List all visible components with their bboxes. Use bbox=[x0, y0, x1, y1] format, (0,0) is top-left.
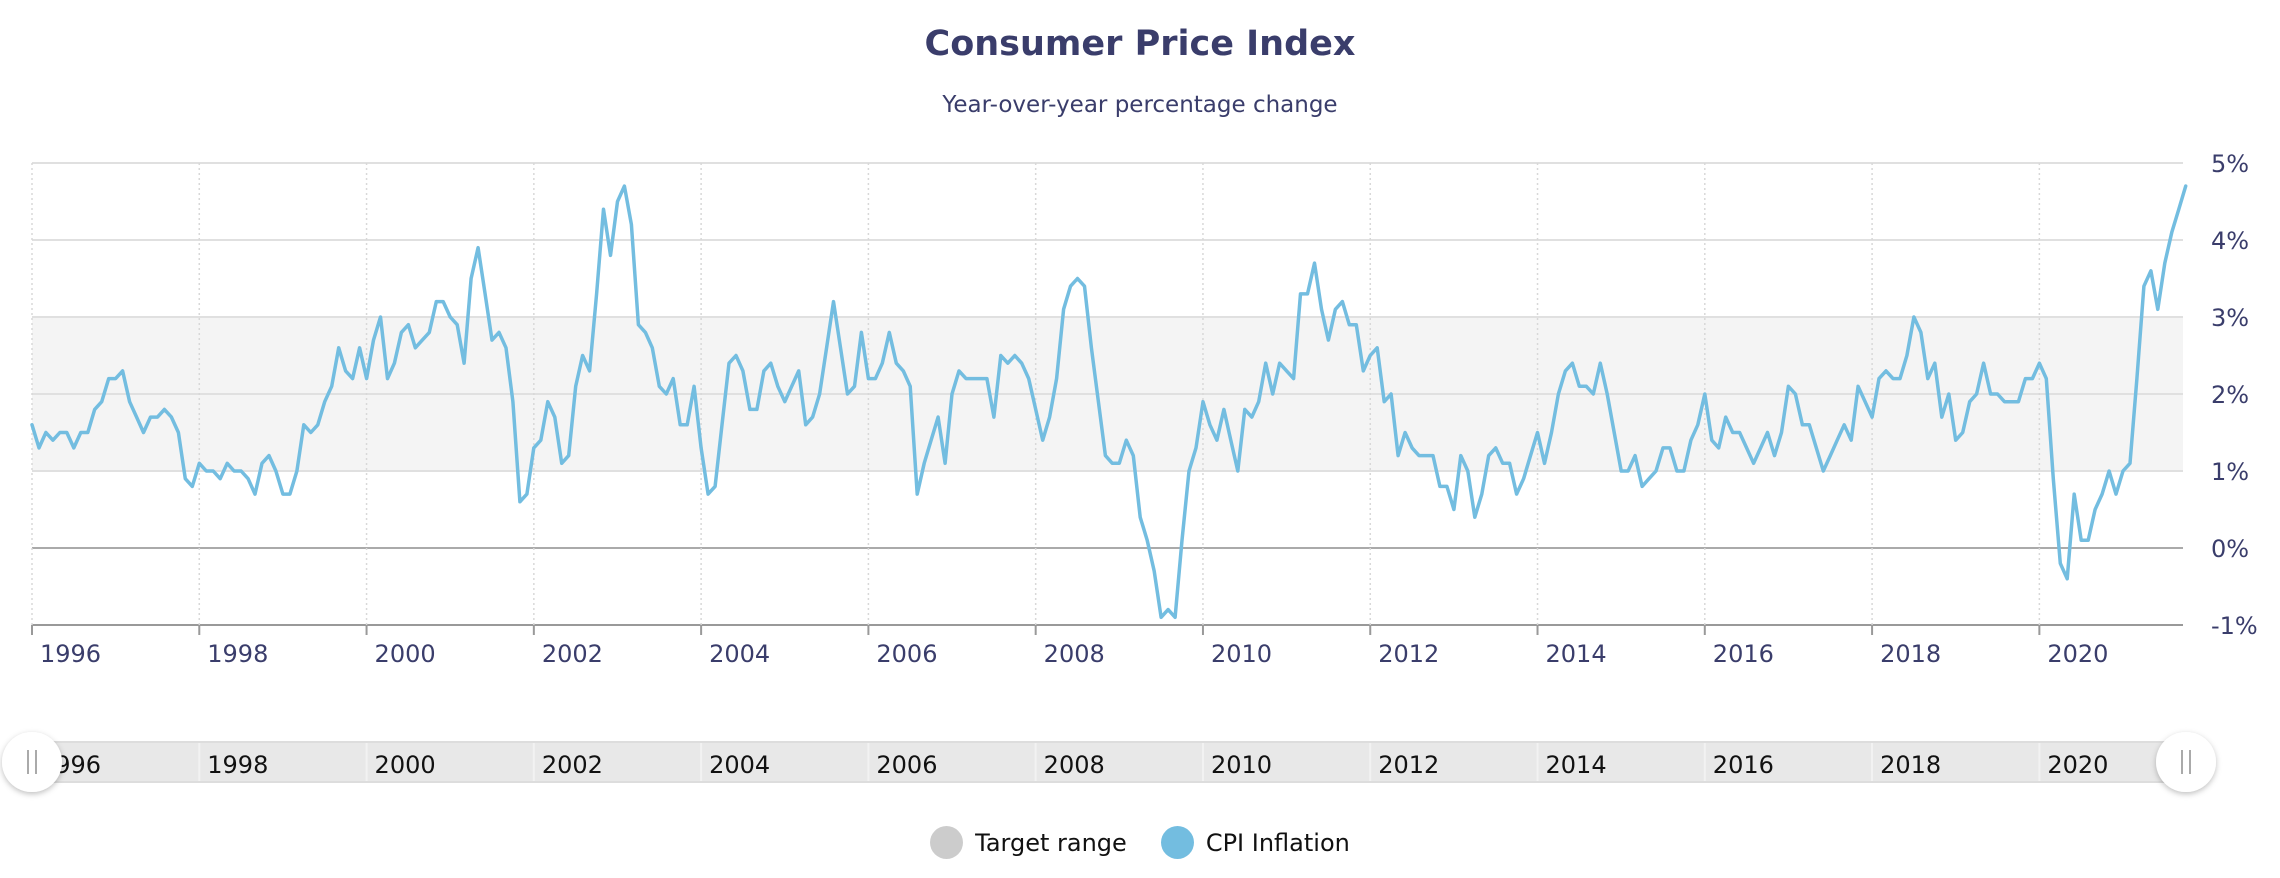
y-tick-label: 0% bbox=[2211, 535, 2249, 563]
navigator-range-bar[interactable] bbox=[31, 741, 2184, 783]
legend-target-range-icon bbox=[930, 826, 964, 859]
navigator-label: 2012 bbox=[1378, 751, 1439, 779]
x-tick-label: 2012 bbox=[1378, 640, 1439, 668]
x-tick-label: 2010 bbox=[1211, 640, 1272, 668]
chart-subtitle: Year-over-year percentage change bbox=[942, 92, 1338, 118]
legend-item-target-range[interactable]: Target range bbox=[930, 826, 1127, 859]
navigator-label: 2010 bbox=[1211, 751, 1272, 779]
navigator-label: 2008 bbox=[1044, 751, 1105, 779]
y-tick-label: -1% bbox=[2211, 612, 2258, 640]
x-tick-label: 2014 bbox=[1546, 640, 1607, 668]
navigator-right-handle[interactable] bbox=[2156, 732, 2216, 792]
x-tick-label: 2006 bbox=[876, 640, 937, 668]
navigator-label: 1998 bbox=[207, 751, 268, 779]
navigator-label: 2006 bbox=[876, 751, 937, 779]
y-tick-label: 2% bbox=[2211, 381, 2249, 409]
legend-target-range-label: Target range bbox=[975, 828, 1127, 857]
navigator-label: 2000 bbox=[375, 751, 436, 779]
navigator-label: 2020 bbox=[2047, 751, 2108, 779]
navigator-label: 2018 bbox=[1880, 751, 1941, 779]
x-tick-label: 2004 bbox=[709, 640, 770, 668]
navigator-label: 2004 bbox=[709, 751, 770, 779]
x-tick-label: 2016 bbox=[1713, 640, 1774, 668]
y-tick-label: 1% bbox=[2211, 458, 2249, 486]
series-layer[interactable] bbox=[30, 184, 2188, 620]
y-tick-label: 4% bbox=[2211, 227, 2249, 255]
navigator-left-handle[interactable] bbox=[2, 732, 62, 792]
legend: Target range CPI Inflation bbox=[0, 826, 2280, 859]
x-tick-label: 2020 bbox=[2047, 640, 2108, 668]
navigator-label: 2002 bbox=[542, 751, 603, 779]
cpi-inflation-line[interactable] bbox=[30, 184, 2188, 620]
y-axis-labels: -1% 0% 1% 2% 3% 4% 5% bbox=[2211, 150, 2258, 640]
x-tick-label: 2008 bbox=[1044, 640, 1105, 668]
navigator[interactable]: 1996 1998 2000 2002 2004 2006 2008 2010 2012 2014… bbox=[2, 732, 2216, 792]
grid-lines bbox=[32, 162, 2183, 626]
legend-cpi-inflation-label: CPI Inflation bbox=[1205, 828, 1350, 857]
navigator-right-handle-circle[interactable] bbox=[2156, 732, 2216, 792]
x-tick-label: 2000 bbox=[375, 640, 436, 668]
navigator-left-handle-circle[interactable] bbox=[2, 732, 62, 792]
x-axis-labels: 1996 1998 2000 2002 2004 2006 2008 2010 2012 2014… bbox=[40, 640, 2108, 668]
legend-cpi-inflation-icon bbox=[1160, 826, 1194, 859]
x-tick-label: 1998 bbox=[207, 640, 268, 668]
x-tick-label: 1996 bbox=[40, 640, 101, 668]
navigator-label: 2016 bbox=[1713, 751, 1774, 779]
y-tick-label: 5% bbox=[2211, 150, 2249, 178]
x-tick-label: 2002 bbox=[542, 640, 603, 668]
navigator-label: 2014 bbox=[1546, 751, 1607, 779]
x-tick-label: 2018 bbox=[1880, 640, 1941, 668]
y-tick-label: 3% bbox=[2211, 304, 2249, 332]
x-grid-lines bbox=[31, 163, 2041, 635]
chart-title: Consumer Price Index bbox=[924, 24, 1356, 64]
legend-item-cpi-inflation[interactable]: CPI Inflation bbox=[1160, 826, 1350, 859]
